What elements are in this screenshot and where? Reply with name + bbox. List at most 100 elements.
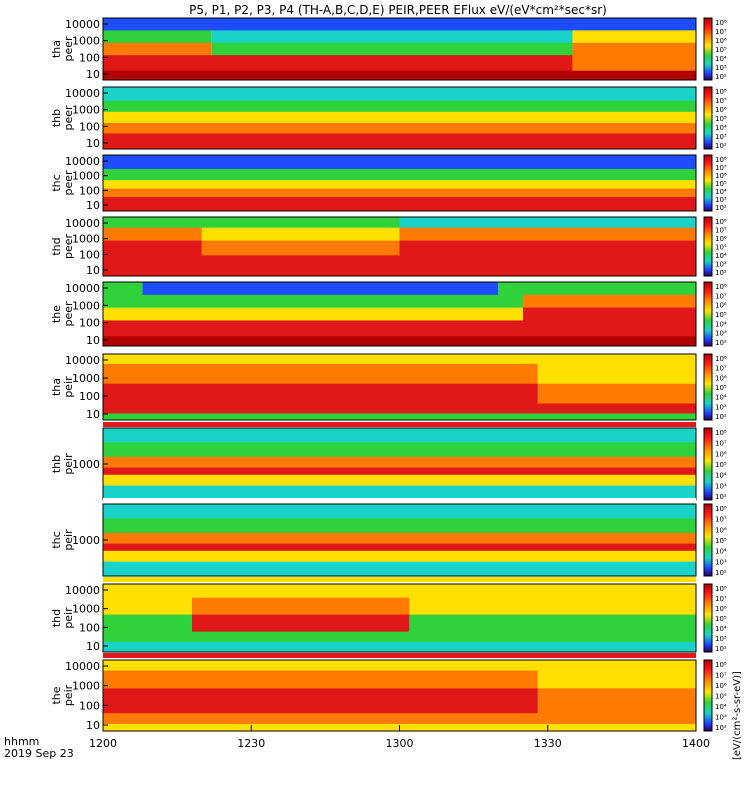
panel-ylabel: peir [62,607,75,629]
colorbar-tick-label: 10⁷ [715,516,727,524]
colorbar-tick-label: 10⁶ [715,172,727,180]
colorbar-tick-label: 10⁷ [715,595,727,603]
x-axis-label: 2019 Sep 23 [4,747,74,760]
panel-ylabel: thb [50,109,63,127]
colorbar-tick-label: 10⁸ [715,355,727,363]
colorbar-tick-label: 10⁴ [715,625,727,633]
heatmap-cell-thc-peer-4-0 [103,197,696,212]
heatmap-cell-thd-peir-3-0 [103,631,696,643]
colorbar-tick-label: 10² [715,339,727,347]
heatmap-cell-the-peer-4-0 [103,336,696,347]
colorbar-label: [eV/(cm²-s-sr-eV)] [732,671,743,760]
heatmap-cell-thb-peer-1-0 [103,100,696,113]
y-tick-label: 10 [86,408,100,421]
colorbar-tick-label: 10⁷ [715,97,727,105]
colorbar-tick-label: 10³ [715,714,727,722]
heatmap-cell-thd-peer-1-1 [201,227,400,242]
panel-separator [103,577,696,582]
colorbar-tick-label: 10⁷ [715,440,727,448]
panel-ylabel: thc [50,174,63,191]
colorbar-tick-label: 10⁷ [715,28,727,36]
y-tick-label: 1000 [72,233,100,246]
colorbar [703,353,713,421]
heatmap-cell-thb-peir-0-0 [103,428,696,443]
y-tick-label: 10000 [65,354,100,367]
y-tick-label: 100 [79,699,100,712]
colorbar-tick-label: 10⁸ [715,156,727,164]
colorbar-tick-label: 10⁴ [715,472,727,480]
y-tick-label: 1000 [72,458,100,471]
heatmap-cell-thd-peir-0-0 [103,584,696,599]
colorbar-tick-label: 10⁵ [715,537,727,545]
panel-separator [103,653,696,658]
panel-ylabel: peer [62,105,75,131]
colorbar-tick-label: 10⁵ [715,244,727,252]
panel-ylabel: peer [62,301,75,327]
colorbar [703,17,713,81]
heatmap-cell-tha-peer-4-0 [103,70,696,81]
heatmap-cell-tha-peir-2-0 [103,383,538,404]
y-tick-label: 10000 [65,87,100,100]
panel-frame [102,353,697,421]
colorbar-tick-label: 10⁷ [715,227,727,235]
heatmap-cell-tha-peer-2-2 [572,42,696,56]
heatmap-cell-thc-peir-1-0 [103,518,696,534]
panel-separator [103,349,696,353]
heatmap-cell-thb-peer-0-0 [103,87,696,102]
colorbar-tick-label: 10³ [715,482,727,490]
heatmap-cell-thc-peer-0-0 [103,155,696,170]
panel-ylabel: thc [50,531,63,548]
panel-ylabel: peir [62,684,75,706]
heatmap-cell-tha-peir-1-1 [537,363,696,385]
heatmap-cell-the-peir-0-0 [103,660,696,672]
colorbar-tick-label: 10⁸ [715,283,727,291]
panel-the-peir: 10000 1000 100 10 the peir 10⁸ 10⁷ 10⁶ 10⁵ 10⁴ 10³ 1… [50,659,727,732]
heatmap-cell-tha-peir-4-0 [103,413,696,421]
heatmap-cell-the-peer-0-2 [498,282,696,296]
heatmap-cell-thd-peer-1-2 [399,227,696,242]
heatmap-cell-thd-peer-2-2 [399,240,696,256]
colorbar-tick-label: 10⁷ [715,292,727,300]
heatmap-cell-thb-peer-3-0 [103,122,696,134]
y-tick-label: 1000 [72,603,100,616]
heatmap-cell-the-peir-2-1 [537,688,696,714]
y-tick-label: 10 [86,137,100,150]
y-tick-label: 10000 [65,282,100,295]
heatmap-cell-thd-peer-2-1 [201,240,400,256]
heatmap-cell-thb-peir-2-0 [103,456,696,469]
panel-ylabel: the [50,686,63,704]
panel-separator [103,498,696,502]
colorbar [703,503,713,577]
heatmap-cell-thc-peir-2-0 [103,532,696,545]
heatmap-cell-the-peir-2-0 [103,688,538,714]
panel-thd-peir: 10000 1000 100 10 thd peir 10⁸ 10⁷ 10⁶ 10⁵ 10⁴ 10³ 1… [50,583,727,653]
heatmap-cell-thd-peir-1-2 [409,597,696,616]
panel-frame [102,17,697,81]
y-tick-label: 10 [86,264,100,277]
heatmap-cell-thd-peir-1-0 [103,597,192,616]
colorbar [703,216,713,277]
colorbar-tick-label: 10⁶ [715,605,727,613]
panel-ylabel: peir [62,376,75,398]
colorbar-tick-label: 10⁵ [715,115,727,123]
figure-title: P5, P1, P2, P3, P4 (TH-A,B,C,D,E) PEIR,P… [189,3,607,17]
heatmap-cell-tha-peer-1-0 [103,30,212,44]
colorbar-tick-label: 10⁵ [715,46,727,54]
colorbar-tick-label: 10³ [715,330,727,338]
panel-thb-peir: 1000 thb peir 10⁸ 10⁷ 10⁶ 10⁵ 10⁴ 10³ 10² [50,427,727,501]
colorbar-tick-label: 10³ [715,64,727,72]
colorbar [703,583,713,653]
y-tick-label: 1000 [72,372,100,385]
colorbar-tick-label: 10³ [715,558,727,566]
x-tick-label: 1230 [237,737,265,750]
y-tick-label: 100 [79,51,100,64]
colorbar-tick-label: 10⁷ [715,672,727,680]
colorbar-tick-label: 10² [715,142,727,150]
panel-frame [102,154,697,212]
y-tick-label: 1000 [72,680,100,693]
heatmap-cell-thd-peir-4-0 [103,641,696,653]
y-tick-label: 1000 [72,104,100,117]
panel-ylabel: thd [50,609,63,627]
